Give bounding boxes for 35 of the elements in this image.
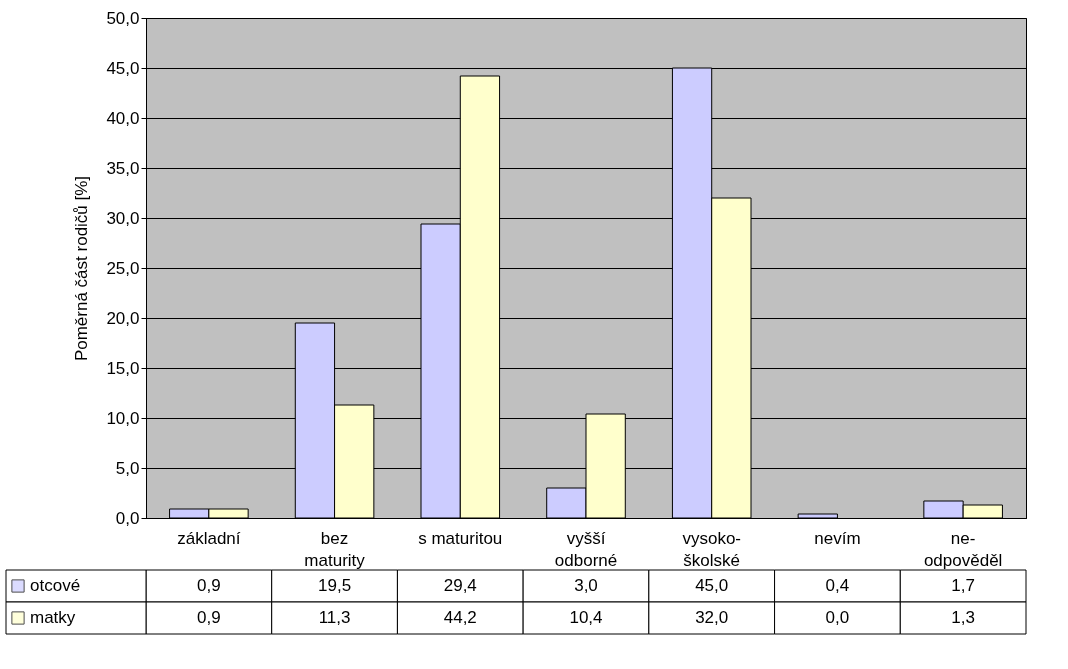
y-tick-label: 40,0 <box>106 108 140 128</box>
data-label: 29,4 <box>443 576 477 595</box>
x-tick-label: bez maturity <box>304 528 366 570</box>
data-label: 0,0 <box>825 608 850 627</box>
data-label: 3,0 <box>574 576 598 595</box>
y-tick-label: 0,0 <box>115 508 140 528</box>
legend-label: matky <box>30 608 76 627</box>
data-label: 32,0 <box>695 608 729 627</box>
y-tick-label: 5,0 <box>115 458 140 478</box>
y-tick-label: 50,0 <box>106 8 140 28</box>
y-tick-label: 45,0 <box>106 58 140 78</box>
x-tick-label: vysoko- školské <box>682 528 741 570</box>
y-axis-title: Poměrná část rodičů [%] <box>72 175 92 362</box>
y-tick-label: 20,0 <box>106 308 140 328</box>
data-label: 45,0 <box>695 576 729 595</box>
x-tick-label: základní <box>177 528 241 548</box>
data-label: 1,7 <box>951 576 975 595</box>
data-label: 44,2 <box>443 608 477 627</box>
data-label: 0,4 <box>825 576 850 595</box>
data-label: 19,5 <box>318 576 352 595</box>
x-tick-label: nevím <box>814 528 861 548</box>
data-label: 10,4 <box>569 608 603 627</box>
data-label: 0,9 <box>197 576 221 595</box>
y-tick-label: 15,0 <box>106 358 140 378</box>
x-tick-label: ne- odpověděl <box>923 528 1003 570</box>
y-tick-label: 10,0 <box>106 408 140 428</box>
y-tick-label: 30,0 <box>106 208 140 228</box>
y-tick-label: 25,0 <box>106 258 140 278</box>
data-label: 1,3 <box>951 608 975 627</box>
y-tick-label: 35,0 <box>106 158 140 178</box>
data-label: 11,3 <box>318 608 351 627</box>
x-tick-label: vyšší odborné <box>554 528 618 570</box>
x-tick-label: s maturitou <box>418 528 503 548</box>
legend-label: otcové <box>30 576 81 595</box>
data-label: 0,9 <box>197 608 221 627</box>
